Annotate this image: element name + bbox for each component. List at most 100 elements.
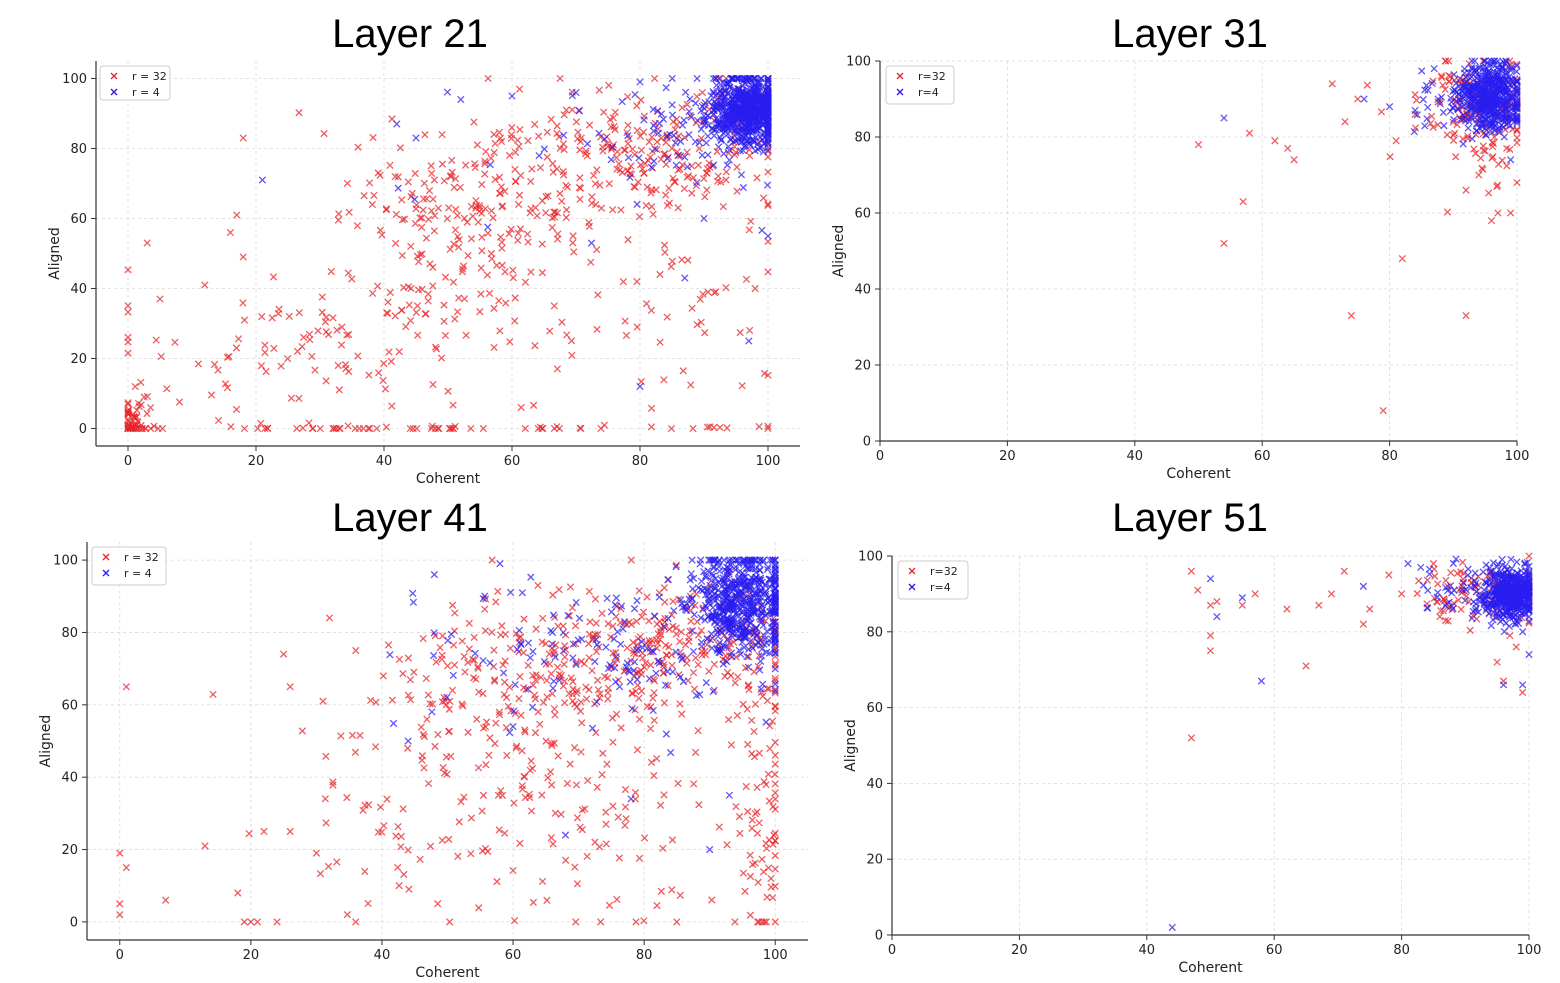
y-tick-label: 0 [875,929,883,944]
data-point [1449,136,1458,145]
data-point [716,423,724,432]
x-tick-label: 40 [376,454,393,469]
x-axis-label: Coherent [1178,960,1243,976]
data-point [727,116,735,124]
data-point [708,570,716,578]
data-point [562,206,571,214]
data-point [413,331,422,339]
data-point [740,627,749,635]
data-point [558,318,566,326]
data-point [320,129,328,138]
data-point [709,74,718,83]
data-point [354,143,362,151]
data-point [396,144,404,152]
data-point [156,295,164,303]
data-point [771,665,779,673]
data-point [602,820,610,828]
data-point [600,135,609,143]
data-point [703,169,711,177]
data-point [642,201,650,210]
data-point [751,284,759,293]
data-point [137,378,145,387]
data-point [1484,67,1492,76]
data-point [1499,609,1508,618]
data-point [1481,82,1489,90]
data-point [636,161,645,169]
legend-marker [908,583,916,591]
data-point [1499,681,1508,689]
data-point [649,210,657,218]
data-point [1475,88,1483,96]
y-tick-label: 40 [854,283,871,298]
data-point [333,326,341,334]
chart-panel-layer-41: Layer 41 0 20 40 60 80 100 0 20 40 60 80 100 Coheren… [0,490,820,983]
data-point [496,189,504,197]
data-point [382,205,391,213]
data-point [1398,254,1406,263]
data-point [527,268,535,276]
data-point [744,653,753,661]
data-point [576,424,584,432]
data-point [467,850,475,858]
data-point [757,601,766,610]
data-point [474,218,482,226]
data-point [678,256,686,264]
data-point [501,657,509,665]
data-point [146,403,155,412]
data-point [721,672,729,681]
data-point [565,612,574,620]
data-point [254,424,262,433]
data-point [700,174,708,183]
data-point [419,195,428,203]
data-point [679,367,687,375]
data-point [422,234,431,242]
data-point [364,899,372,908]
data-point [764,424,772,433]
data-point [438,160,447,168]
legend-marker [908,567,916,575]
data-point [563,331,571,339]
data-point [528,165,536,173]
data-point [366,424,374,433]
data-point [451,175,460,183]
data-point [647,661,655,669]
data-point [735,812,744,821]
data-point [531,676,540,684]
data-point [467,814,476,822]
data-point [426,700,434,708]
data-point [526,766,534,774]
data-point [426,842,435,850]
data-point [365,179,374,187]
data-point [1478,123,1487,131]
data-point [736,96,744,104]
data-point [1480,94,1488,103]
data-point [610,635,618,643]
data-point [312,849,321,857]
data-point [494,587,502,596]
data-point [763,627,771,635]
data-point [1450,586,1458,594]
data-point [505,151,514,160]
data-point [440,317,448,326]
data-point [722,176,730,184]
data-point [1525,579,1533,587]
data-point [163,385,171,393]
data-point [661,150,669,158]
data-point [723,583,732,592]
data-point [438,130,446,139]
y-tick-label: 0 [863,435,871,450]
data-point [755,613,764,621]
data-point [735,573,744,581]
data-point [630,666,638,675]
data-point [760,918,768,926]
data-point [559,622,567,630]
data-point [667,424,676,433]
data-point [751,700,760,708]
x-tick-label: 100 [763,948,788,963]
data-point [427,162,435,170]
data-point [568,351,576,360]
data-point [240,316,249,324]
data-point [376,226,385,234]
data-point [1460,89,1468,98]
data-point [520,615,528,623]
